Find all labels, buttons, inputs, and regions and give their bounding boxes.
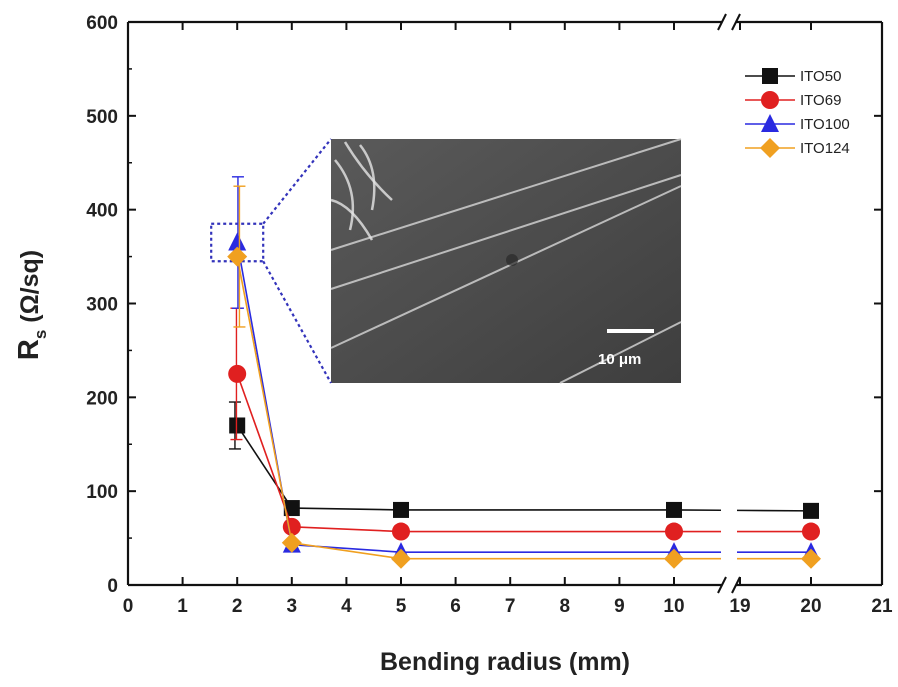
y-tick-label: 300 xyxy=(86,295,118,316)
x-tick-label: 0 xyxy=(123,596,134,617)
x-tick-label: 20 xyxy=(800,596,821,617)
data-point xyxy=(227,246,248,267)
data-point xyxy=(391,548,411,569)
x-tick-label: 3 xyxy=(287,596,298,617)
series-line xyxy=(236,256,293,543)
zoom-connector xyxy=(262,260,332,384)
x-tick-label: 6 xyxy=(450,596,461,617)
x-tick-label: 5 xyxy=(396,596,407,617)
legend-marker xyxy=(762,68,778,84)
data-point xyxy=(666,501,682,518)
sem-fiber xyxy=(330,198,374,241)
x-tick-label: 21 xyxy=(871,596,893,617)
legend-label: ITO69 xyxy=(800,92,841,109)
sem-crack-line xyxy=(330,174,682,290)
sem-fiber xyxy=(334,159,355,231)
x-tick-label: 9 xyxy=(614,596,625,617)
legend-marker xyxy=(761,114,779,132)
data-point xyxy=(229,417,246,434)
data-point xyxy=(392,522,410,541)
data-point xyxy=(228,232,247,251)
zoom-connector xyxy=(262,138,332,225)
axis-break-mark xyxy=(731,13,741,31)
axis-break-mark xyxy=(731,576,741,594)
y-axis-title-sub: s xyxy=(31,330,50,339)
x-tick-label: 1 xyxy=(177,596,188,617)
sem-crack-line xyxy=(559,321,682,384)
y-axis-title: Rs (Ω/sq) xyxy=(13,250,50,360)
scale-bar-label: 10 μm xyxy=(598,351,641,368)
legend-item-ito124: ITO124 xyxy=(745,138,850,158)
x-tick-label: 10 xyxy=(663,596,684,617)
series-line xyxy=(291,541,402,560)
axis-break-mark xyxy=(717,576,727,594)
series-layer xyxy=(227,176,821,569)
y-tick-label: 400 xyxy=(86,201,118,222)
legend-item-ito100: ITO100 xyxy=(745,114,850,133)
sem-image xyxy=(331,139,681,383)
axis-break-mark xyxy=(717,13,727,31)
sem-inset: 10 μm xyxy=(210,138,682,384)
legend-item-ito50: ITO50 xyxy=(745,68,841,85)
series-ito69 xyxy=(228,307,820,541)
x-tick-label: 4 xyxy=(341,596,352,617)
data-point xyxy=(228,364,247,383)
series-line xyxy=(291,526,402,533)
y-tick-label: 200 xyxy=(86,388,118,409)
data-point xyxy=(803,502,819,519)
legend-item-ito69: ITO69 xyxy=(745,91,841,109)
axes: 0 100 200 300 400 500 600 0 1 2 3 4 5 6 7 8 9 10 19 20 21 xyxy=(86,13,893,617)
data-point xyxy=(281,532,302,553)
sem-fiber xyxy=(359,144,376,211)
legend: ITO50 ITO69 ITO100 ITO124 xyxy=(745,68,850,158)
legend-marker xyxy=(760,138,780,158)
y-tick-label: 600 xyxy=(86,13,118,34)
x-tick-label: 8 xyxy=(560,596,571,617)
series-ito50 xyxy=(228,401,819,519)
legend-marker xyxy=(761,91,779,109)
series-line xyxy=(236,373,293,528)
legend-label: ITO100 xyxy=(800,116,850,133)
sem-crack-line xyxy=(330,138,682,251)
x-tick-label: 19 xyxy=(729,596,750,617)
y-axis-title-main: R xyxy=(13,339,45,360)
data-point xyxy=(664,548,684,569)
sem-fiber xyxy=(343,141,393,201)
legend-label: ITO50 xyxy=(800,68,841,85)
sem-defect xyxy=(506,254,518,266)
y-axis-title-rest: (Ω/sq) xyxy=(16,250,44,330)
sem-crack-line xyxy=(330,185,682,349)
series-ito124 xyxy=(227,185,821,569)
x-tick-label: 2 xyxy=(232,596,243,617)
y-tick-label: 0 xyxy=(107,576,118,597)
y-tick-label: 500 xyxy=(86,107,118,128)
x-tick-label: 7 xyxy=(505,596,516,617)
scale-bar xyxy=(607,329,654,333)
x-axis-title: Bending radius (mm) xyxy=(380,648,630,676)
data-point xyxy=(393,501,409,518)
data-point xyxy=(801,548,821,569)
data-point xyxy=(665,522,683,541)
data-point xyxy=(283,500,300,517)
series-line xyxy=(291,507,402,511)
data-point xyxy=(802,522,820,541)
series-line xyxy=(736,509,812,512)
legend-label: ITO124 xyxy=(800,140,850,157)
y-tick-label: 100 xyxy=(86,482,118,503)
